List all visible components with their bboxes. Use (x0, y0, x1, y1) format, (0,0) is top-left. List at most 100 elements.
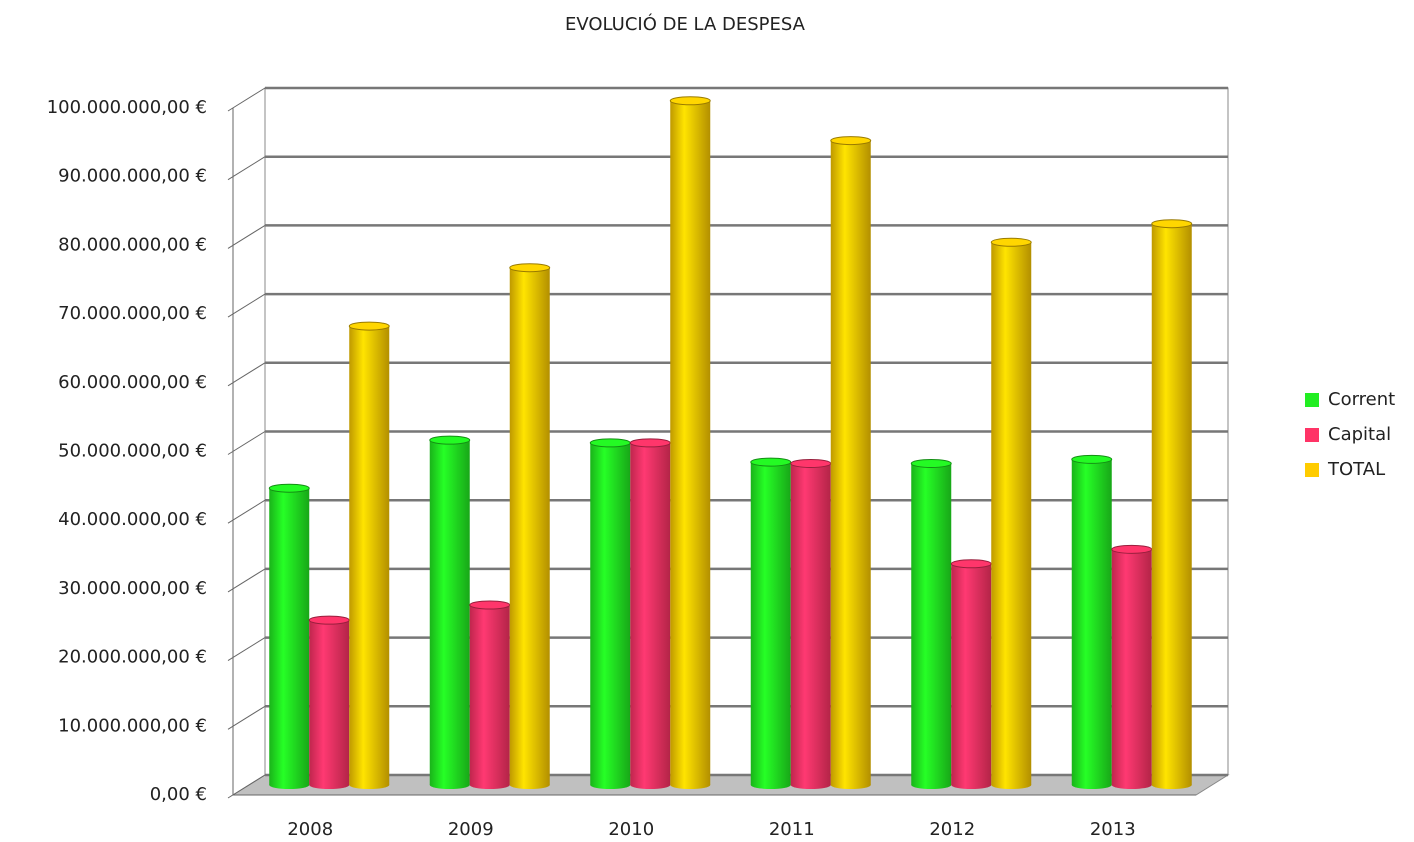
bar (910, 458, 952, 789)
bar (1071, 454, 1113, 789)
y-tick-label: 0,00 € (150, 784, 207, 805)
bar-base (590, 781, 631, 789)
bar-top (509, 263, 551, 273)
y-tick-label: 70.000.000,00 € (58, 303, 207, 324)
bar-base (991, 781, 1032, 789)
bar (1111, 544, 1153, 789)
bar (990, 237, 1032, 789)
bar-body (309, 620, 350, 785)
y-tick-label: 40.000.000,00 € (58, 509, 207, 530)
x-tick-label: 2012 (929, 819, 975, 840)
bar-body (670, 100, 711, 786)
y-tick (227, 293, 266, 318)
bar (509, 263, 551, 789)
bar-body (1111, 549, 1152, 785)
y-tick-label: 30.000.000,00 € (58, 578, 207, 599)
bar-base (269, 781, 310, 789)
bar-base (509, 781, 550, 789)
y-tick-label: 50.000.000,00 € (58, 441, 207, 462)
y-tick (227, 362, 266, 387)
bar-base (429, 781, 470, 789)
x-tick-label: 2008 (287, 819, 333, 840)
bar-base (951, 781, 992, 789)
x-tick-label: 2013 (1090, 819, 1136, 840)
legend-label: Corrent (1328, 389, 1395, 410)
bar (830, 136, 872, 789)
legend-swatch (1305, 428, 1319, 442)
bar (308, 615, 350, 789)
bar-base (309, 781, 350, 789)
x-tick-label: 2010 (608, 819, 654, 840)
bar-base (750, 781, 791, 789)
bar (429, 435, 471, 789)
bar-body (509, 267, 550, 786)
bar-base (1151, 781, 1192, 789)
bar-top (629, 438, 671, 448)
bar-body (349, 326, 390, 785)
bar-body (830, 140, 871, 785)
bar-top (308, 615, 350, 625)
bar-base (630, 781, 671, 789)
bar (629, 438, 671, 789)
x-tick-label: 2011 (769, 819, 815, 840)
bar-base (670, 781, 711, 789)
y-tick (227, 568, 266, 593)
bar-body (269, 488, 310, 785)
bar-top (429, 435, 471, 445)
bar-base (830, 781, 871, 789)
bar-base (790, 781, 831, 789)
bar (268, 483, 310, 789)
bar (950, 559, 992, 789)
y-tick (227, 156, 266, 181)
bar-top (910, 458, 952, 468)
bar-body (911, 463, 952, 785)
bar-top (1071, 454, 1113, 464)
y-tick-label: 80.000.000,00 € (58, 234, 207, 255)
bar-top (990, 237, 1032, 247)
bar-top (1111, 544, 1153, 554)
bar-top (669, 96, 711, 106)
y-tick (227, 499, 266, 524)
bar-top (790, 458, 832, 468)
bar (790, 458, 832, 789)
bar (469, 600, 511, 789)
y-tick (227, 87, 266, 112)
chart-title: EVOLUCIÓ DE LA DESPESA (565, 13, 806, 35)
bar-base (1111, 781, 1152, 789)
bar (348, 321, 390, 789)
y-tick (227, 224, 266, 249)
y-tick-label: 60.000.000,00 € (58, 372, 207, 393)
legend-label: TOTAL (1327, 459, 1385, 480)
bar-top (589, 438, 631, 448)
bar-top (1151, 219, 1193, 229)
bar-body (630, 442, 671, 785)
y-tick (227, 637, 266, 662)
bar-base (349, 781, 390, 789)
bar-body (590, 442, 631, 785)
bar (669, 96, 711, 789)
bar-body (1071, 459, 1112, 785)
y-tick (227, 705, 266, 730)
y-tick (227, 431, 266, 455)
y-tick-label: 20.000.000,00 € (58, 647, 207, 668)
y-tick-label: 90.000.000,00 € (58, 166, 207, 187)
bar-base (911, 781, 952, 789)
bar-top (268, 483, 310, 493)
legend-swatch (1305, 463, 1319, 477)
bar-base (1071, 781, 1112, 789)
bar-body (1151, 223, 1192, 785)
bar-body (750, 462, 791, 785)
legend-label: Capital (1328, 424, 1391, 445)
bar-top (950, 559, 992, 569)
y-tick-label: 100.000.000,00 € (47, 97, 207, 118)
bar (1151, 219, 1193, 789)
bar-body (469, 605, 510, 785)
y-tick (227, 774, 266, 799)
bar-body (991, 242, 1032, 785)
bar-body (790, 463, 831, 785)
bar-body (429, 440, 470, 785)
bar (750, 457, 792, 789)
bar-top (750, 457, 792, 467)
legend-swatch (1305, 393, 1319, 407)
